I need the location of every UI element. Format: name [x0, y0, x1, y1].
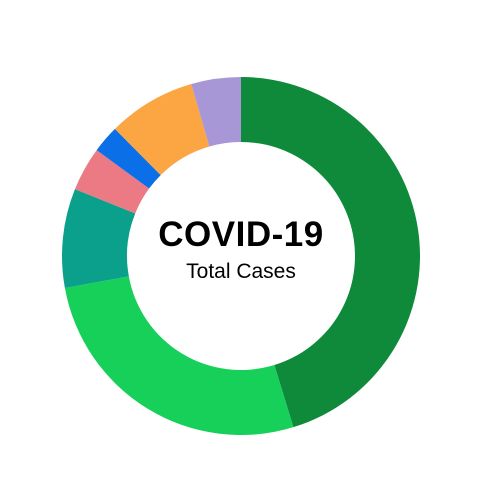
- donut-slice-4: [74, 150, 150, 214]
- donut-slice-7: [191, 77, 241, 147]
- donut-slice-3: [61, 189, 136, 289]
- chart-subtitle: Total Cases: [186, 260, 296, 283]
- donut-slice-6: [114, 84, 210, 176]
- donut-slice-2: [64, 276, 294, 435]
- donut-slice-1: [241, 77, 421, 428]
- chart-title: COVID-19: [158, 215, 324, 254]
- donut-slices: [61, 77, 421, 435]
- donut-slice-5: [96, 128, 161, 189]
